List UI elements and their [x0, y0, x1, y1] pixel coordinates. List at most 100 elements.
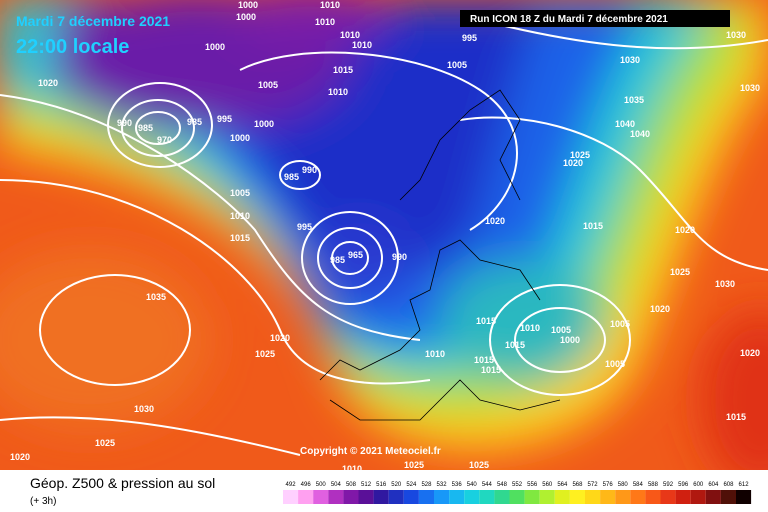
isobar-label: 1000	[230, 133, 250, 143]
footer-title: Géop. Z500 & pression au sol	[30, 475, 215, 491]
legend-label: 564	[557, 482, 568, 488]
legend-label: 592	[663, 482, 674, 488]
isobar-label: 1020	[270, 333, 290, 343]
isobar-label: 1015	[230, 233, 250, 243]
legend-swatch	[328, 490, 344, 504]
legend-label: 528	[421, 482, 432, 488]
isobar-label: 1010	[425, 349, 445, 359]
legend-label: 588	[648, 482, 659, 488]
legend-label: 552	[512, 482, 523, 488]
legend-swatch	[313, 490, 329, 504]
isobar-label: 1010	[230, 211, 250, 221]
isobar-label: 1020	[740, 348, 760, 358]
legend-swatch	[509, 490, 525, 504]
legend-swatch	[569, 490, 585, 504]
legend-swatch	[690, 490, 706, 504]
isobar-label: 1010	[352, 40, 372, 50]
legend-label: 604	[708, 482, 719, 488]
legend-label: 596	[678, 482, 689, 488]
isobar-label: 1025	[670, 267, 690, 277]
legend-swatch	[600, 490, 616, 504]
footer-step: (+ 3h)	[30, 496, 56, 507]
legend-swatch	[720, 490, 736, 504]
legend-swatch	[675, 490, 691, 504]
isobar-label: 1010	[342, 464, 362, 474]
isobar-label: 1000	[205, 42, 225, 52]
isobar-label: 1015	[583, 221, 603, 231]
legend-swatch	[298, 490, 314, 504]
isobar-label: 1040	[615, 119, 635, 129]
legend-swatch	[554, 490, 570, 504]
legend-label: 580	[618, 482, 629, 488]
isobar-label: 985	[330, 255, 345, 265]
legend-swatch	[524, 490, 540, 504]
legend-label: 572	[588, 482, 599, 488]
legend-swatch	[645, 490, 661, 504]
isobar-label: 1020	[563, 158, 583, 168]
legend-swatch	[358, 490, 374, 504]
isobar-label: 985	[187, 117, 202, 127]
legend-label: 532	[437, 482, 448, 488]
isobar-label: 1000	[236, 12, 256, 22]
isobar-label: 1005	[230, 188, 250, 198]
legend-label: 556	[527, 482, 538, 488]
legend-swatch	[539, 490, 555, 504]
legend-label: 536	[452, 482, 463, 488]
color-legend: 492 496 500 504 508 512 516 520 524 528 532 536 540 5…	[283, 482, 752, 504]
legend-label: 508	[346, 482, 357, 488]
legend-swatch	[660, 490, 676, 504]
isobar-label: 995	[217, 114, 232, 124]
isobar-label: 1015	[726, 412, 746, 422]
isobar-label: 1010	[320, 0, 340, 10]
isobar-label: 1005	[605, 359, 625, 369]
time: 22:00 locale	[16, 36, 129, 58]
isobar-label: 1025	[469, 460, 489, 470]
isobar-label: 1035	[146, 292, 166, 302]
isobar-label: 985	[138, 123, 153, 133]
isobar-label: 995	[462, 33, 477, 43]
legend-swatch	[705, 490, 721, 504]
legend-swatch	[449, 490, 465, 504]
isobars	[0, 19, 768, 456]
isobar-label: 985	[284, 172, 299, 182]
isobar-label: 1005	[610, 319, 630, 329]
isobar-label: 1020	[485, 216, 505, 226]
isobar-label: 1010	[328, 87, 348, 97]
isobar-label: 1035	[624, 95, 644, 105]
isobar-label: 1020	[38, 78, 58, 88]
legend-label: 584	[633, 482, 644, 488]
legend-label: 576	[603, 482, 614, 488]
legend-label: 500	[316, 482, 327, 488]
isobar-label: 1015	[476, 316, 496, 326]
isobar-label: 1000	[238, 0, 258, 10]
legend-label: 568	[572, 482, 583, 488]
legend-swatch	[373, 490, 389, 504]
isobar-label: 1005	[447, 60, 467, 70]
run-box	[460, 10, 730, 27]
isobar-label: 1030	[740, 83, 760, 93]
isobar-label: 1025	[95, 438, 115, 448]
legend-label: 540	[467, 482, 478, 488]
legend-swatch	[283, 490, 299, 504]
isobar-label: 1030	[620, 55, 640, 65]
isobar-label: 1015	[333, 65, 353, 75]
legend-label: 544	[482, 482, 493, 488]
run-info: Run ICON 18 Z du Mardi 7 décembre 2021	[470, 14, 668, 25]
legend-swatch	[388, 490, 404, 504]
date: Mardi 7 décembre 2021	[16, 13, 170, 29]
isobar-label: 1000	[254, 119, 274, 129]
legend-swatch	[434, 490, 450, 504]
legend-label: 496	[301, 482, 312, 488]
isobar-label: 1015	[474, 355, 494, 365]
legend-label: 516	[376, 482, 387, 488]
coastlines	[319, 89, 561, 421]
isobar-label: 1010	[340, 30, 360, 40]
legend-swatch	[494, 490, 510, 504]
legend-label: 612	[739, 482, 750, 488]
isobar-label: 1000	[560, 335, 580, 345]
legend-label: 504	[331, 482, 342, 488]
isobar-label: 990	[302, 165, 317, 175]
isobar-label: 990	[117, 118, 132, 128]
legend-label: 548	[497, 482, 508, 488]
